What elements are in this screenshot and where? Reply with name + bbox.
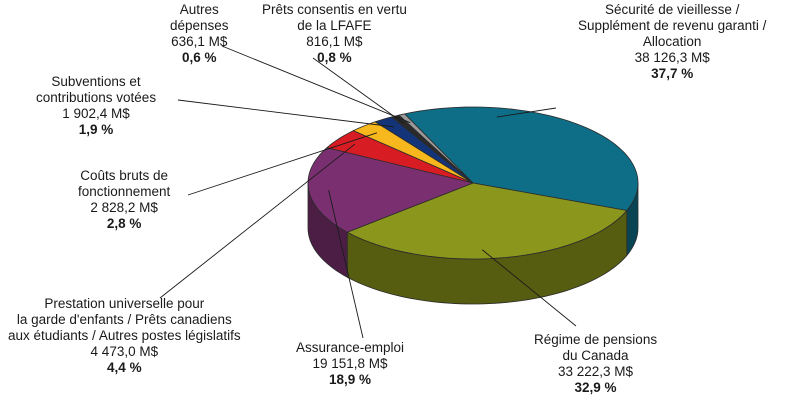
slice-label-prestation-universelle: Prestation universelle pour la garde d'e… (8, 296, 241, 375)
slice-1 (346, 182, 628, 260)
slice-label-securite-vieillesse: Sécurité de vieillesse / Supplément de r… (578, 2, 767, 81)
slice-7 (398, 113, 474, 184)
slice-3 (326, 130, 474, 184)
slice-2 (307, 147, 474, 233)
slice-4 (352, 121, 474, 184)
slice-label-prets-lfafe: Prêts consentis en vertu de la LFAFE 816… (262, 2, 407, 65)
leader-line-5 (177, 99, 395, 128)
slice-label-autres-depenses: Autres dépenses 636,1 M$ 0,6 % (170, 2, 229, 65)
leader-line-2 (328, 190, 364, 339)
leader-line-0 (496, 107, 557, 118)
slice-label-assurance-emploi: Assurance-emploi 19 151,8 M$ 18,9 % (296, 340, 405, 387)
leader-line-3 (159, 143, 356, 299)
slice-0 (404, 106, 639, 211)
slice-label-subventions: Subventions et contributions votées 1 90… (36, 74, 157, 137)
leader-line-7 (221, 45, 411, 124)
leader-line-1 (481, 249, 577, 327)
leader-line-6 (312, 57, 405, 125)
slice-label-regime-pensions: Régime de pensions du Canada 33 222,3 M$… (534, 332, 658, 395)
slice-label-couts-fonctionnement: Coûts bruts de fonctionnement 2 828,2 M$… (78, 168, 171, 231)
pie-tops (307, 106, 639, 260)
leader-lines (159, 45, 577, 339)
leader-line-4 (187, 132, 378, 196)
